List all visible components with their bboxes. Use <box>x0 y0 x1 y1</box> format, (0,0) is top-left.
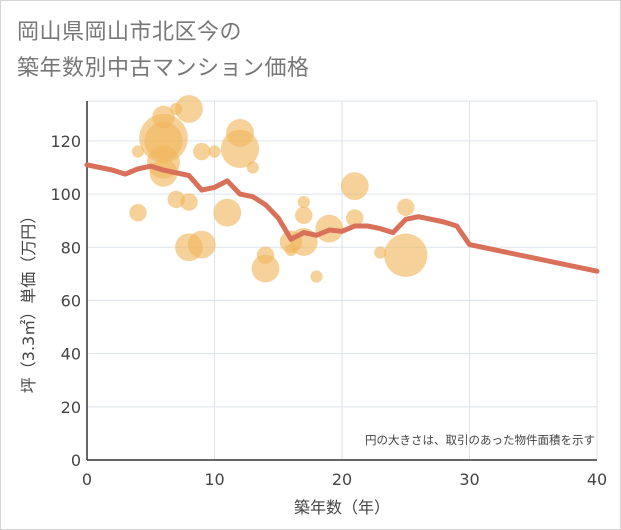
x-tick-label-30: 30 <box>459 470 479 489</box>
x-tick-label-40: 40 <box>587 470 607 489</box>
y-tick-label-120: 120 <box>50 132 81 151</box>
y-tick-label-20: 20 <box>61 398 81 417</box>
chart-title-line-2: 築年数別中古マンション価格 <box>17 56 310 81</box>
bubble-point-0 <box>131 145 145 158</box>
bubble-point-13 <box>187 230 216 259</box>
bubble-point-32 <box>384 233 428 277</box>
bubble-point-28 <box>340 172 369 200</box>
x-tick-label-10: 10 <box>204 470 224 489</box>
trend-series <box>84 162 600 274</box>
bubble-point-20 <box>251 254 280 283</box>
x-tick-label-0: 0 <box>82 470 92 489</box>
bubble-point-1 <box>129 203 147 222</box>
y-tick-label-40: 40 <box>61 345 81 364</box>
bubble-point-29 <box>346 209 364 227</box>
y-tick-label-0: 0 <box>71 451 81 470</box>
bubble-point-17 <box>220 129 260 168</box>
x-axis-title: 築年数（年） <box>294 498 390 517</box>
bubble-point-23 <box>297 195 310 209</box>
size-legend-note: 円の大きさは、取引のあった物件面積を示す <box>365 433 595 447</box>
axes <box>86 101 597 461</box>
bubble-point-31 <box>397 198 415 217</box>
bubble-point-12 <box>193 142 211 161</box>
bubble-point-15 <box>213 198 242 227</box>
bubble-point-26 <box>310 270 323 283</box>
bubble-point-10 <box>180 193 198 211</box>
trend-line <box>84 162 600 274</box>
x-tick-label-20: 20 <box>332 470 352 489</box>
bubble-point-14 <box>208 145 221 158</box>
bubble-point-24 <box>295 206 313 225</box>
y-tick-label-100: 100 <box>50 185 81 204</box>
y-tick-label-80: 80 <box>61 238 81 257</box>
bubble-point-18 <box>246 161 259 174</box>
chart-title: 岡山県岡山市北区今の 築年数別中古マンション価格 <box>17 15 310 87</box>
bubble-point-9 <box>175 95 203 123</box>
bubble-point-30 <box>374 246 387 259</box>
y-axis-title: 坪（3.3㎡）単価（万円） <box>19 208 38 393</box>
y-tick-label-60: 60 <box>61 291 81 310</box>
bubble-series <box>129 95 428 283</box>
chart-title-line-1: 岡山県岡山市北区今の <box>17 20 243 45</box>
tick-labels: 0 20 40 60 80 100 120 0 10 20 30 40 <box>50 132 607 489</box>
